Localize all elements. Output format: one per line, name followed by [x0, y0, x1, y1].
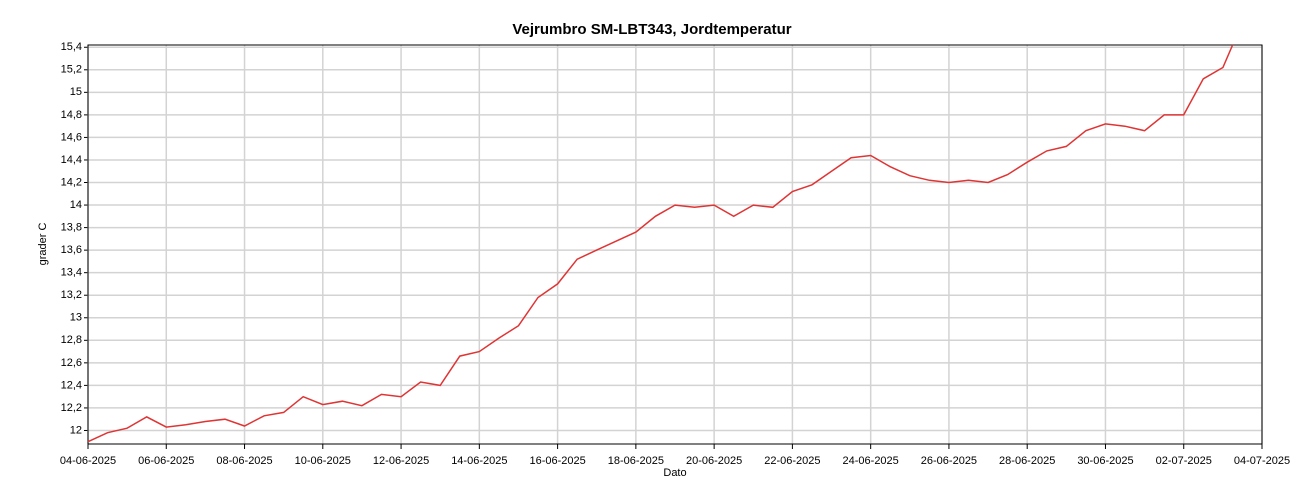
- x-tick-label: 06-06-2025: [138, 455, 194, 467]
- y-tick-label: 14,8: [61, 109, 82, 121]
- y-tick-label: 14: [70, 199, 82, 211]
- x-axis-label: Dato: [663, 467, 686, 479]
- y-tick-label: 12,6: [61, 357, 82, 369]
- x-tick-label: 20-06-2025: [686, 455, 742, 467]
- y-tick-label: 12: [70, 424, 82, 436]
- x-tick-label: 14-06-2025: [451, 455, 507, 467]
- x-tick-label: 10-06-2025: [295, 455, 351, 467]
- x-tick-label: 28-06-2025: [999, 455, 1055, 467]
- x-tick-label: 08-06-2025: [216, 455, 272, 467]
- y-axis-label: grader C: [37, 223, 49, 266]
- x-tick-label: 04-06-2025: [60, 455, 116, 467]
- plot-frame: [87, 44, 1263, 445]
- y-tick-label: 15,2: [61, 64, 82, 76]
- y-tick-label: 14,4: [61, 154, 82, 166]
- x-tick-label: 02-07-2025: [1156, 455, 1212, 467]
- x-tick-label: 12-06-2025: [373, 455, 429, 467]
- y-tick-label: 13,4: [61, 267, 82, 279]
- y-tick-label: 15,4: [61, 41, 82, 53]
- x-tick-label: 04-07-2025: [1234, 455, 1290, 467]
- chart-title: Vejrumbro SM-LBT343, Jordtemperatur: [512, 21, 791, 38]
- y-tick-label: 15: [70, 86, 82, 98]
- y-tick-label: 13,6: [61, 244, 82, 256]
- y-tick-label: 13: [70, 312, 82, 324]
- x-tick-label: 26-06-2025: [921, 455, 977, 467]
- y-tick-label: 13,2: [61, 289, 82, 301]
- y-tick-label: 14,2: [61, 176, 82, 188]
- data-line: [87, 44, 1234, 443]
- y-tick-label: 12,8: [61, 334, 82, 346]
- x-tick-label: 24-06-2025: [843, 455, 899, 467]
- y-tick-label: 14,6: [61, 131, 82, 143]
- x-tick-label: 22-06-2025: [764, 455, 820, 467]
- y-tick-label: 12,4: [61, 379, 82, 391]
- x-tick-label: 30-06-2025: [1077, 455, 1133, 467]
- x-tick-label: 16-06-2025: [529, 455, 585, 467]
- x-tick-label: 18-06-2025: [608, 455, 664, 467]
- y-tick-label: 13,8: [61, 221, 82, 233]
- y-tick-label: 12,2: [61, 402, 82, 414]
